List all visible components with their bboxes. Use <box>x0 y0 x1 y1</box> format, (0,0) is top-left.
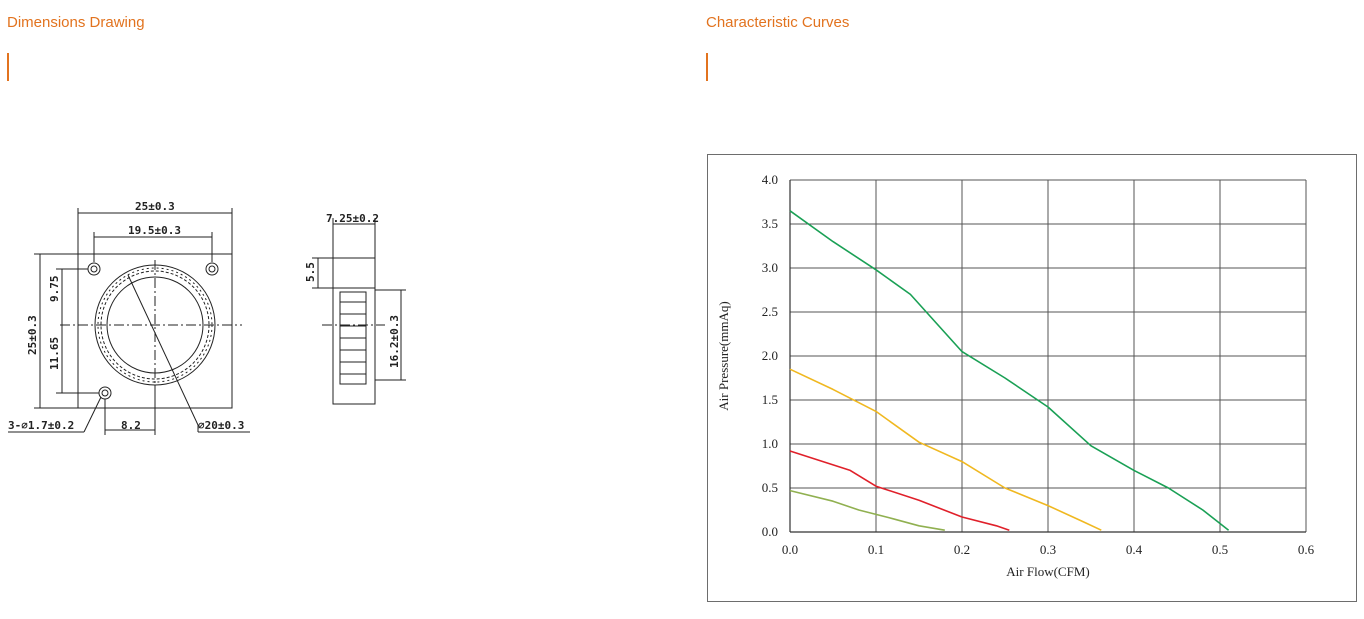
grid <box>789 179 1307 533</box>
x-tick-label: 0.6 <box>1298 542 1315 557</box>
title-accent-bar <box>7 53 9 81</box>
series-layer <box>789 210 1230 531</box>
series-line-3 <box>789 450 1010 531</box>
y-tick-label: 2.5 <box>762 304 778 319</box>
characteristic-curves-chart: 0.0 0.1 0.2 0.3 0.4 0.5 0.6 0.0 0.5 1.0 1.5 2.0 2.5 3… <box>716 172 1315 579</box>
x-tick-label: 0.3 <box>1040 542 1056 557</box>
leader-line <box>83 396 102 433</box>
y-tick-label: 3.0 <box>762 260 778 275</box>
title-accent-bar <box>706 53 708 81</box>
lip-dimension-label: 5.5 <box>304 262 317 282</box>
characteristic-curves-title: Characteristic Curves <box>706 14 850 31</box>
dimensions-drawing: 25±0.3 19.5±0.3 25±0.3 9.75 11.65 3-⌀1.7… <box>8 200 406 435</box>
x-tick-label: 0.1 <box>868 542 884 557</box>
y-tick-label: 0.0 <box>762 524 778 539</box>
y-tick-label: 1.5 <box>762 392 778 407</box>
mount-hole-inner <box>208 265 216 273</box>
bore-dimension-label: ⌀20±0.3 <box>198 419 244 432</box>
series-line-4 <box>789 489 945 531</box>
x-tick-label: 0.0 <box>782 542 798 557</box>
width-dimension-label: 25±0.3 <box>135 200 175 213</box>
inner-height-dimension-label: 16.2±0.3 <box>388 315 401 368</box>
fan-side-outline <box>332 257 376 405</box>
y-tick-label: 4.0 <box>762 172 778 187</box>
series-line-1 <box>789 210 1230 531</box>
holes-dimension-label: 3-⌀1.7±0.2 <box>8 419 74 432</box>
y-axis-label: Air Pressure(mmAq) <box>716 301 731 410</box>
x-axis-label: Air Flow(CFM) <box>1006 564 1089 579</box>
hole-x-dimension-label: 8.2 <box>121 419 141 432</box>
height-dimension-label: 25±0.3 <box>26 315 39 355</box>
y-tick-label: 3.5 <box>762 216 778 231</box>
y-tick-label: 1.0 <box>762 436 778 451</box>
series-line-2 <box>789 368 1102 531</box>
leader-line <box>127 274 199 426</box>
mount-hole-inner <box>90 265 98 273</box>
mount-hole <box>87 262 101 276</box>
mount-hole <box>205 262 219 276</box>
upper-offset-dimension-label: 9.75 <box>48 276 61 303</box>
chart-frame: 0.0 0.1 0.2 0.3 0.4 0.5 0.6 0.0 0.5 1.0 1.5 2.0 2.5 3… <box>707 154 1357 602</box>
tick-labels: 0.0 0.1 0.2 0.3 0.4 0.5 0.6 0.0 0.5 1.0 1.5 2.0 2.5 3… <box>762 172 1315 557</box>
y-tick-label: 0.5 <box>762 480 778 495</box>
y-tick-label: 2.0 <box>762 348 778 363</box>
mount-hole-inner <box>101 389 109 397</box>
lower-offset-dimension-label: 11.65 <box>48 337 61 370</box>
thickness-dimension-label: 7.25±0.2 <box>326 212 379 225</box>
x-tick-label: 0.5 <box>1212 542 1228 557</box>
hole-spacing-dimension-label: 19.5±0.3 <box>128 224 181 237</box>
dimensions-drawing-title: Dimensions Drawing <box>7 14 145 31</box>
x-tick-label: 0.4 <box>1126 542 1143 557</box>
x-tick-label: 0.2 <box>954 542 970 557</box>
